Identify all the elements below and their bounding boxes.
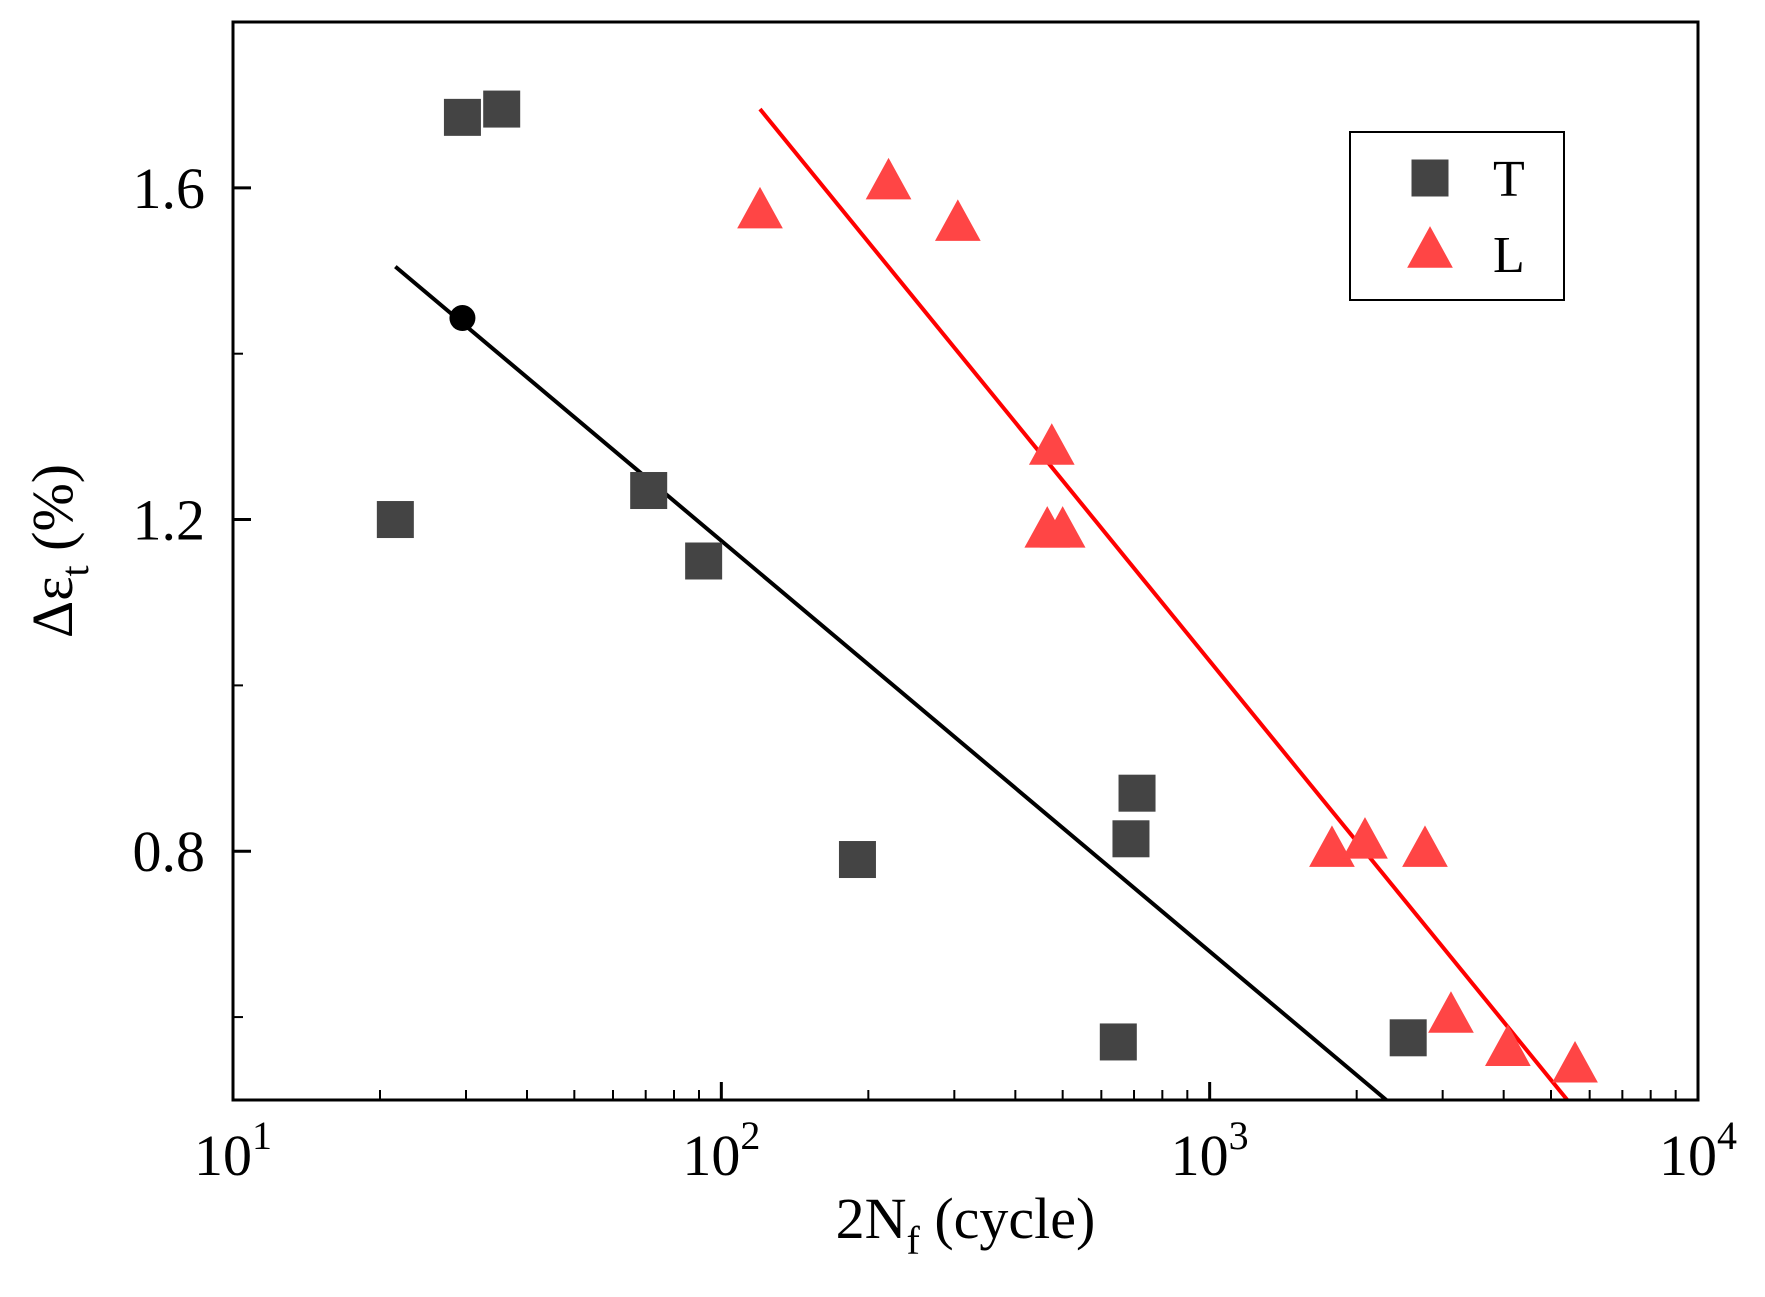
legend-label-t: T [1493,151,1525,208]
y-axis-label: Δεt (%) [20,464,97,638]
y-tick-label: 0.8 [133,819,206,884]
x-tick-label: 103 [1171,1113,1249,1188]
data-point-l [865,157,912,200]
data-point-t [1118,774,1156,812]
data-point-t [685,542,723,580]
x-axis-label-rest: (cycle) [920,1186,1095,1251]
data-point-t [483,90,521,128]
legend-label-l: L [1493,227,1525,284]
data-point-t [1099,1023,1137,1061]
data-point-l [1039,506,1086,548]
data-point-t [1389,1019,1427,1057]
legend-marker-t [1411,159,1449,197]
data-point-t [838,841,876,879]
legend-box [1349,131,1565,301]
data-point-l [1309,825,1355,867]
x-tick-label: 101 [194,1113,272,1188]
data-point-l [1485,1024,1531,1066]
data-point-l [737,186,783,229]
y-tick-label: 1.2 [133,488,206,553]
data-point-l [1028,423,1075,465]
fit-lines [394,107,1569,1102]
legend-square-t [1411,159,1449,197]
data-point-t [630,472,668,510]
fit-line-l [758,107,1569,1102]
y-tick-label: 1.6 [133,156,206,221]
plot-frame [231,20,1700,1102]
data-point-l [1342,817,1388,859]
y-axis-label-subscript: t [52,565,97,576]
x-axis-label-subscript: f [907,1218,921,1263]
highlight-point [449,305,476,332]
y-axis-label-rest: (%) [20,464,85,565]
x-tick-label: 104 [1659,1113,1737,1188]
data-point-t [443,98,481,136]
data-points [376,90,1598,1083]
x-tick-label: 102 [682,1113,760,1188]
legend: T L [1349,131,1565,301]
axis-ticks [231,21,1700,1100]
data-point-t [1112,820,1150,858]
tick-labels: 101 102 103 104 0.8 1.2 1.6 [133,156,1738,1188]
x-axis-label: 2Nf (cycle) [836,1186,1096,1263]
data-point-l [1552,1040,1598,1083]
y-axis-label-base: Δε [20,576,85,638]
data-point-l [1402,825,1448,867]
x-axis-label-base: 2N [836,1186,907,1251]
legend-marker-l [1407,226,1453,268]
fit-line-t [394,265,1388,1102]
data-point-t [376,501,414,539]
data-point-l [1428,991,1474,1033]
data-point-l [934,199,981,241]
legend-triangle-l [1407,226,1453,268]
